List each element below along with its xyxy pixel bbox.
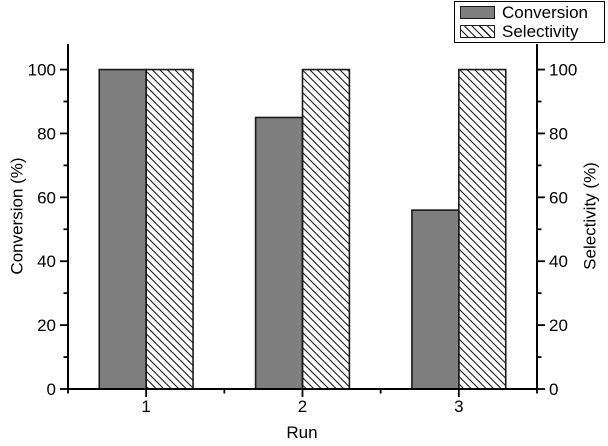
selectivity-swatch-icon xyxy=(460,25,495,38)
conversion-swatch-icon xyxy=(460,6,495,19)
bar-conversion-run3 xyxy=(411,209,460,390)
left-axis-tick-label: 40 xyxy=(37,252,56,271)
bar-conversion-run2 xyxy=(254,116,304,390)
legend: Conversion Selectivity xyxy=(454,1,605,43)
bar-selectivity-run1 xyxy=(145,68,194,390)
left-axis-tick-label: 80 xyxy=(37,124,56,143)
x-axis-tick-label: 3 xyxy=(454,397,463,416)
right-axis-tick-label: 60 xyxy=(549,188,568,207)
legend-item-selectivity: Selectivity xyxy=(460,23,604,40)
left-axis-tick-label: 20 xyxy=(37,316,56,335)
legend-label-conversion: Conversion xyxy=(502,3,588,22)
right-axis-tick-label: 100 xyxy=(549,61,577,80)
right-axis-title: Selectivity (%) xyxy=(580,162,600,270)
ticks-group xyxy=(60,68,545,397)
bars-group xyxy=(98,68,507,390)
left-axis-tick-label: 60 xyxy=(37,188,56,207)
bar-selectivity-run2 xyxy=(301,68,351,390)
right-axis-tick-label: 80 xyxy=(549,124,568,143)
legend-item-conversion: Conversion xyxy=(460,4,604,21)
bar-selectivity-run3 xyxy=(458,68,507,390)
right-axis-tick-label: 0 xyxy=(549,380,558,399)
right-axis-tick-label: 20 xyxy=(549,316,568,335)
tick-labels-group: 0 0 20 20 40 40 60 60 80 80 100 100 1 2 3 xyxy=(28,61,578,416)
bar-conversion-run1 xyxy=(98,68,147,390)
right-axis-tick-label: 40 xyxy=(549,252,568,271)
left-axis-title: Conversion (%) xyxy=(7,157,27,275)
x-axis-tick-label: 1 xyxy=(141,397,150,416)
legend-label-selectivity: Selectivity xyxy=(502,22,579,41)
x-axis-tick-label: 2 xyxy=(298,397,307,416)
left-axis-tick-label: 100 xyxy=(28,61,56,80)
left-axis-tick-label: 0 xyxy=(47,380,56,399)
x-axis-title: Run xyxy=(286,423,318,442)
